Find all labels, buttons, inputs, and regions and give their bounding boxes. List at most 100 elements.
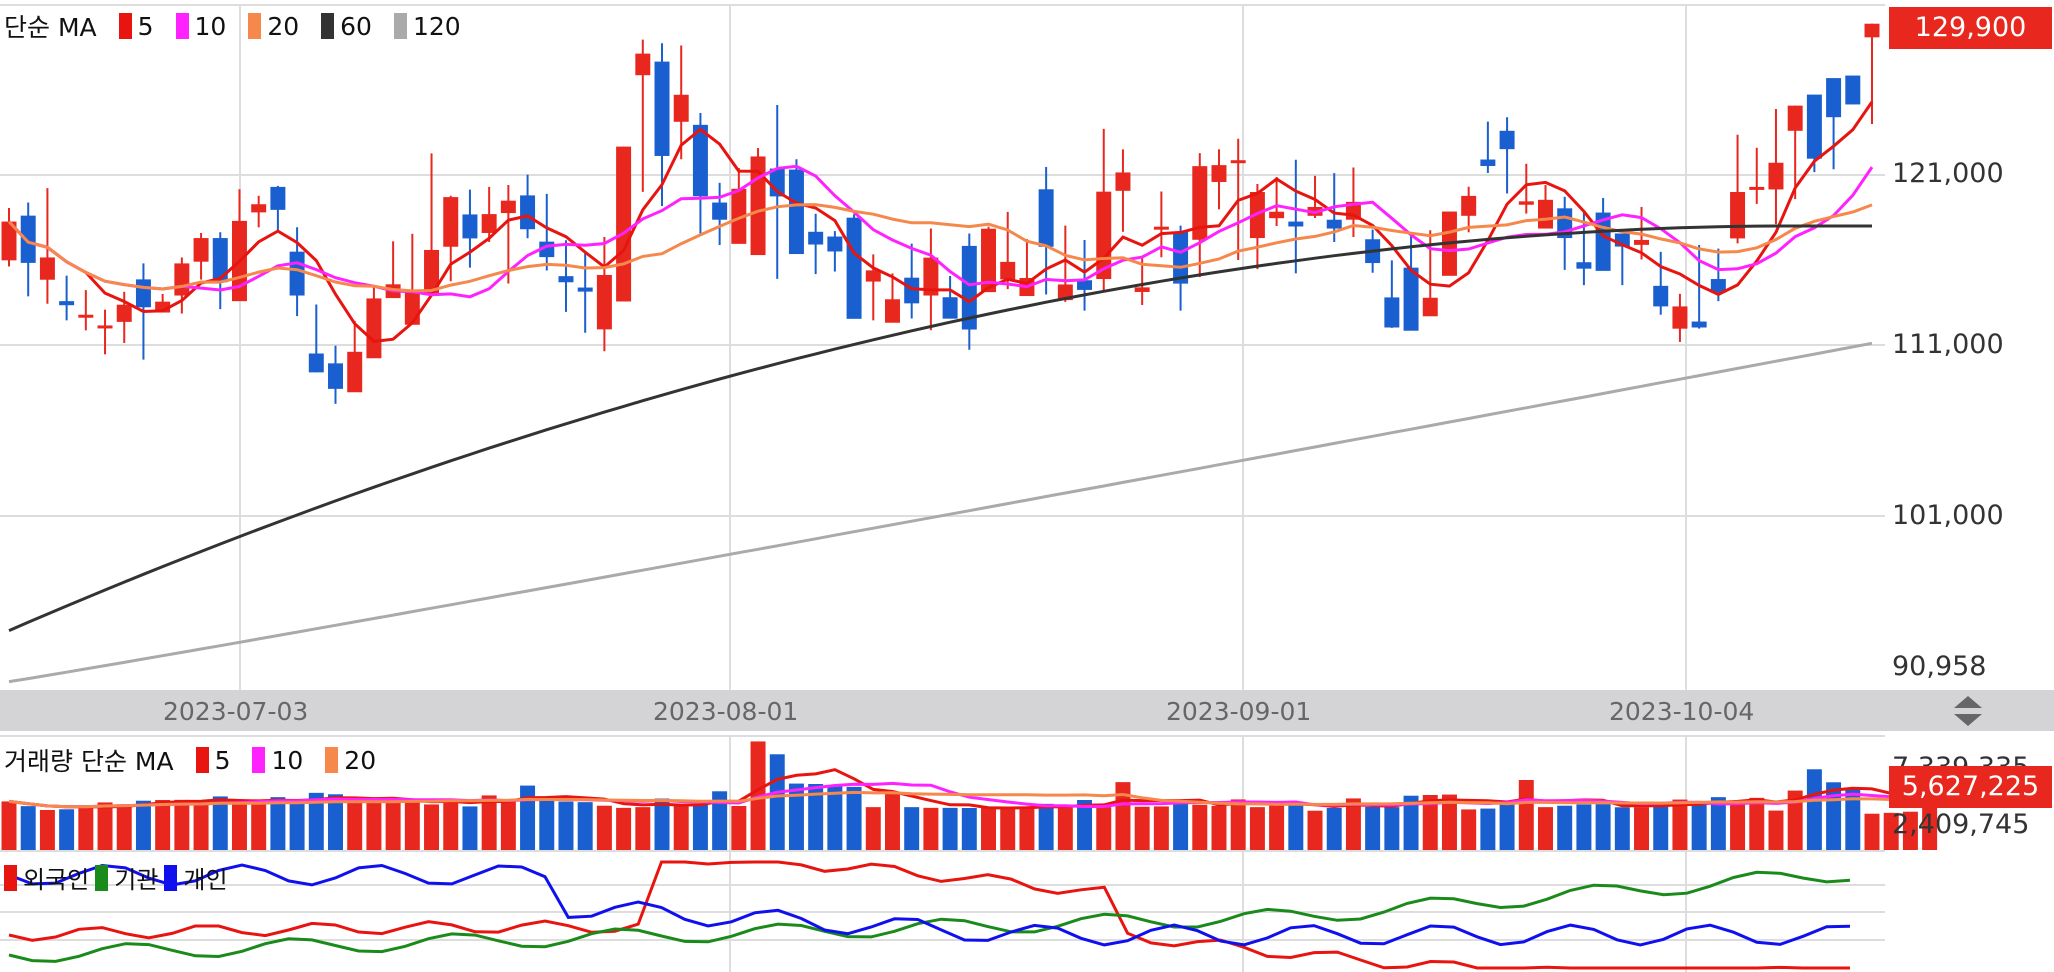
vol-ma20-swatch xyxy=(325,747,339,773)
volume-bar xyxy=(1806,769,1822,850)
volume-bar xyxy=(1461,809,1477,850)
volume-bar xyxy=(1115,782,1131,850)
ma20-swatch xyxy=(248,13,262,39)
volume-bar xyxy=(20,806,36,850)
candle-body xyxy=(1384,297,1400,328)
candle-body xyxy=(174,263,190,296)
candle-body xyxy=(1422,297,1438,317)
volume-bar xyxy=(673,806,689,850)
volume-bar xyxy=(135,800,151,850)
candle-body xyxy=(654,61,670,156)
volume-ma20-line xyxy=(8,790,1930,809)
candle-body xyxy=(1499,130,1515,150)
volume-bar xyxy=(424,804,440,850)
candle-body xyxy=(1,221,17,261)
candle-body xyxy=(289,251,305,296)
volume-bar xyxy=(1864,813,1880,850)
investor-legend: 외국인 기관 개인 xyxy=(4,860,228,895)
vol-ma10-label: 10 xyxy=(271,745,304,775)
volume-bar xyxy=(846,786,862,850)
candle-body xyxy=(1845,75,1861,105)
candle-body xyxy=(39,257,55,280)
price-legend-title: 단순 MA xyxy=(4,13,97,42)
volume-bar xyxy=(155,800,171,850)
vol-ma5-label: 5 xyxy=(214,745,231,775)
volume-bar xyxy=(1518,780,1534,850)
ma10-swatch xyxy=(175,13,189,39)
ma10-line xyxy=(7,164,1874,299)
foreign-swatch xyxy=(4,864,17,891)
candle-body xyxy=(731,188,747,244)
institution-line xyxy=(8,870,1851,963)
candle-body xyxy=(616,146,632,302)
candle-body xyxy=(1518,201,1534,205)
candle-body xyxy=(1730,192,1746,239)
volume-bar xyxy=(481,795,497,850)
volume-bar xyxy=(1749,797,1765,850)
volume-grid xyxy=(0,735,1885,972)
volume-bar xyxy=(385,800,401,850)
volume-bar xyxy=(1710,797,1726,850)
volume-bar xyxy=(1403,795,1419,850)
ma120-label: 120 xyxy=(412,11,461,41)
volume-bar xyxy=(1595,804,1611,850)
volume-bar xyxy=(1077,800,1093,850)
volume-bar xyxy=(1883,812,1899,850)
volume-bar xyxy=(1672,799,1688,850)
individual-line xyxy=(8,863,1851,947)
price-ma-lines xyxy=(7,101,1874,684)
volume-bar xyxy=(500,799,516,850)
candle-body xyxy=(1480,159,1496,166)
ma10-label: 10 xyxy=(194,11,227,41)
volume-bar xyxy=(1384,807,1400,850)
volume-bar xyxy=(654,798,670,850)
candle-body xyxy=(673,94,689,122)
volume-bar xyxy=(616,807,632,850)
ma5-swatch xyxy=(118,13,132,39)
volume-bar xyxy=(1845,788,1861,850)
volume-bar xyxy=(212,796,228,850)
volume-bar xyxy=(1787,790,1803,850)
current-volume-badge: 5,627,225 xyxy=(1889,766,2052,808)
x-label-0703: 2023-07-03 xyxy=(163,697,309,726)
volume-bar xyxy=(1288,803,1304,850)
volume-bar xyxy=(712,791,728,850)
candle-body xyxy=(1768,162,1784,190)
volume-ma-lines xyxy=(8,768,1930,810)
y-label-101000: 101,000 xyxy=(1892,500,2004,531)
candle-body xyxy=(347,351,363,393)
candle-body xyxy=(1038,189,1054,247)
candle-body xyxy=(97,325,113,329)
volume-bar xyxy=(174,799,190,850)
institution-swatch xyxy=(95,864,109,891)
volume-bar xyxy=(193,801,209,850)
candle-body xyxy=(443,197,459,247)
volume-bar xyxy=(961,808,977,850)
candle-body xyxy=(1057,284,1073,301)
volume-bar xyxy=(251,802,267,850)
volume-bar xyxy=(1634,807,1650,850)
volume-bar xyxy=(1691,801,1707,850)
individual-label: 개인 xyxy=(183,866,228,894)
candle-body xyxy=(808,231,824,245)
volume-bar xyxy=(1653,806,1669,850)
volume-bar xyxy=(1211,805,1227,850)
volume-bar xyxy=(1000,808,1016,850)
candle-body xyxy=(961,245,977,330)
volume-bar xyxy=(1441,794,1457,850)
candle-body xyxy=(520,195,536,230)
volume-legend-title: 거래량 단순 MA xyxy=(4,747,174,776)
volume-bar xyxy=(769,754,785,850)
volume-bar xyxy=(1345,798,1361,850)
volume-bar xyxy=(78,806,94,850)
price-legend: 단순 MA 5 10 20 60 120 xyxy=(4,8,461,44)
up-down-arrows-icon[interactable] xyxy=(1951,694,1985,728)
ma20-label: 20 xyxy=(267,11,300,41)
candle-body xyxy=(1115,172,1131,191)
candle-body xyxy=(1653,285,1669,307)
candle-body xyxy=(155,301,171,313)
candle-body xyxy=(1134,287,1150,292)
volume-bar xyxy=(596,805,612,850)
volume-bar xyxy=(635,807,651,850)
